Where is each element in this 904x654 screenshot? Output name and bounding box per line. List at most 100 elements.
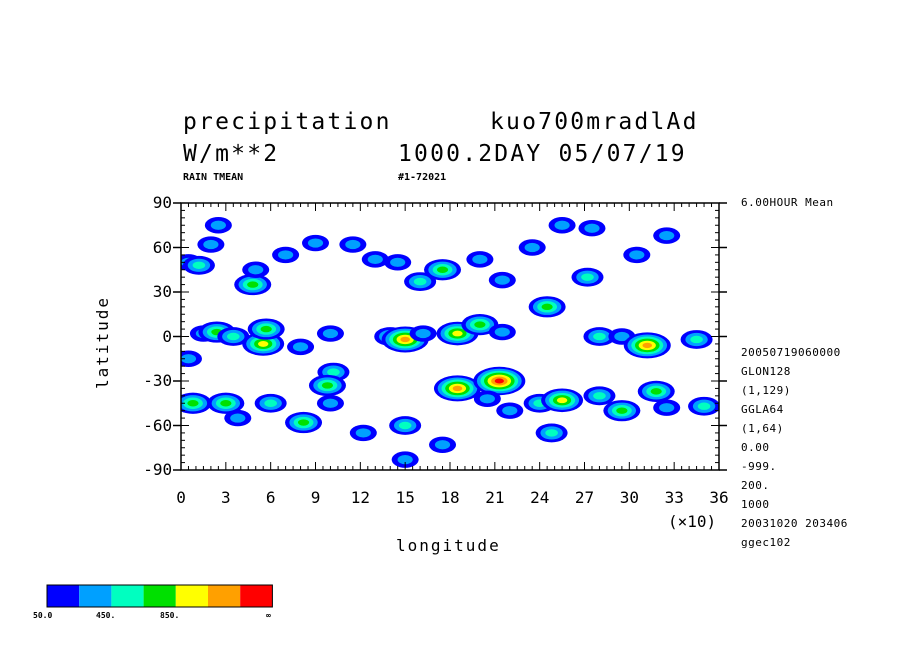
rain-contour: [307, 238, 324, 248]
info-line: 1000: [741, 498, 770, 511]
rain-contour: [227, 332, 240, 341]
rain-cell: [308, 374, 346, 397]
rain-cell: [578, 220, 606, 237]
rain-contour: [397, 455, 413, 465]
rain-cell: [254, 393, 287, 413]
rain-cell: [389, 416, 422, 435]
rain-contour: [554, 220, 570, 230]
rain-cell: [653, 227, 681, 244]
rain-contour: [192, 261, 206, 269]
x-tick-label: 15: [395, 488, 415, 507]
x-tick-label: 3: [221, 488, 231, 507]
x-tick-label: 18: [440, 488, 460, 507]
x-tick-label: 30: [619, 488, 639, 507]
rain-contour: [494, 378, 504, 384]
rain-contour: [278, 250, 294, 260]
rain-cell: [548, 217, 576, 234]
x-tick-label: 24: [530, 488, 550, 507]
rain-cell: [496, 402, 524, 419]
info-line: 20050719060000: [741, 346, 841, 359]
rain-contour: [390, 257, 406, 267]
y-tick-label: -90: [143, 460, 173, 479]
rain-contour: [321, 382, 334, 389]
x-tick-label: 9: [310, 488, 321, 507]
rain-cell: [339, 236, 367, 253]
x-tick-label: 27: [574, 488, 595, 507]
rain-contour: [502, 406, 518, 416]
rain-cell: [424, 259, 462, 281]
rain-cell: [197, 236, 225, 253]
rain-cell: [302, 234, 329, 252]
rain-cell: [603, 400, 641, 422]
info-line: (1,64): [741, 422, 784, 435]
rain-contour: [614, 331, 630, 342]
rain-contour: [659, 403, 675, 413]
rain-cell: [473, 366, 526, 396]
colorbar-label: 50.0: [33, 611, 53, 620]
colorbar-swatch: [79, 585, 112, 607]
rain-contour: [472, 254, 488, 264]
variable-title: precipitation: [183, 109, 392, 135]
rain-contour: [629, 250, 645, 260]
info-line: 200.: [741, 479, 770, 492]
x-scale-note: (×10): [668, 512, 717, 531]
rain-contour: [659, 231, 675, 241]
rain-cell: [637, 380, 675, 402]
colorbar-label: 850.: [160, 611, 180, 620]
rain-cell: [204, 217, 232, 234]
rain-cell: [404, 272, 437, 292]
rain-contour: [257, 341, 269, 347]
rain-contour: [367, 254, 383, 264]
rain-cell: [488, 323, 516, 341]
rain-contour: [650, 388, 662, 395]
rain-cell: [541, 388, 584, 413]
rain-contour: [434, 440, 451, 450]
rain-contour: [556, 397, 568, 404]
rain-cell: [653, 399, 681, 416]
y-axis-label: latitude: [93, 295, 112, 389]
info-line: GGLA64: [741, 403, 784, 416]
y-tick-label: 0: [162, 326, 173, 346]
colorbar-swatch: [208, 585, 241, 607]
rain-cell: [583, 327, 616, 346]
colorbar-swatch: [47, 585, 80, 607]
rain-cell: [247, 318, 285, 340]
rain-contour: [581, 273, 594, 281]
rain-contour: [355, 428, 371, 438]
rain-contour: [248, 265, 264, 275]
rain-cell: [207, 392, 245, 414]
units-label: W/m**2: [183, 141, 280, 167]
rain-cell: [285, 411, 323, 434]
rain-contour: [584, 223, 600, 233]
rain-cell: [528, 296, 566, 318]
colorbar-label: 450.: [96, 611, 116, 620]
rain-contour: [436, 266, 449, 273]
rain-cell: [349, 424, 377, 442]
rain-contour: [452, 385, 463, 392]
x-tick-label: 12: [350, 488, 370, 507]
rain-cell: [461, 314, 499, 336]
rain-cell: [466, 251, 494, 268]
rain-cell: [224, 409, 252, 427]
rain-cell: [181, 350, 202, 367]
rain-cell: [272, 246, 300, 264]
rain-contour: [479, 394, 495, 404]
experiment-title: kuo700mradlAd: [490, 109, 699, 135]
rain-contour: [593, 332, 606, 341]
rain-cell: [583, 386, 616, 406]
rain-contour: [474, 321, 486, 328]
subtitle-left: RAIN TMEAN: [183, 172, 244, 183]
rain-cell: [234, 273, 272, 296]
rain-cell: [623, 332, 671, 359]
info-line: (1,129): [741, 384, 791, 397]
x-axis-label: longitude: [396, 536, 501, 555]
rain-cell: [429, 436, 457, 453]
rain-contour: [187, 400, 199, 407]
rain-cell: [518, 239, 546, 256]
rain-cell: [571, 267, 604, 287]
y-tick-label: 60: [152, 237, 173, 257]
colorbar-swatch: [111, 585, 144, 607]
rain-contour: [494, 327, 510, 337]
rain-contour: [616, 407, 628, 414]
